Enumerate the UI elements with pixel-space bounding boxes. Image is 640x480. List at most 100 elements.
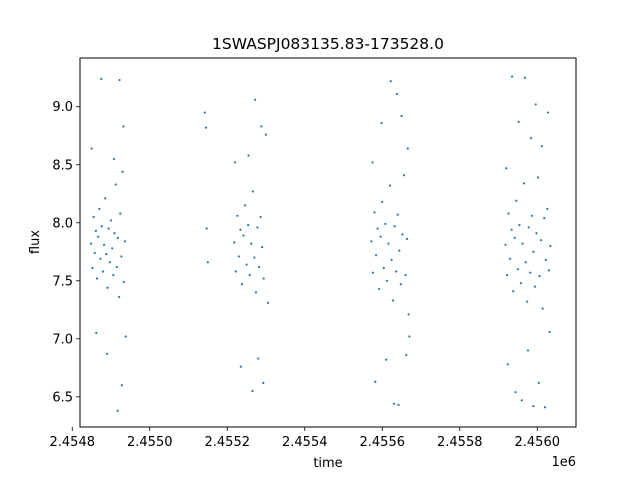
- data-point: [388, 184, 392, 187]
- data-point: [405, 353, 408, 357]
- data-point: [515, 199, 518, 202]
- data-point: [123, 240, 127, 243]
- data-point: [239, 228, 242, 231]
- data-point: [204, 126, 208, 129]
- data-point: [122, 125, 125, 128]
- data-point: [546, 207, 549, 210]
- data-point: [527, 226, 530, 229]
- data-point: [120, 384, 123, 387]
- data-point: [389, 80, 392, 83]
- y-tick-label: 8.0: [52, 216, 73, 231]
- y-tick-label: 7.5: [52, 274, 73, 289]
- data-point: [520, 399, 523, 402]
- data-point: [384, 222, 387, 226]
- data-point: [404, 273, 407, 277]
- data-point: [395, 92, 399, 96]
- data-point: [237, 255, 240, 258]
- data-point: [529, 136, 533, 140]
- data-point: [251, 389, 254, 393]
- data-point: [522, 182, 526, 185]
- data-point: [112, 273, 115, 277]
- data-point: [506, 363, 509, 366]
- data-point: [521, 242, 524, 245]
- data-point: [505, 273, 509, 277]
- data-point: [106, 286, 109, 289]
- data-point: [509, 257, 512, 260]
- data-point: [104, 197, 107, 200]
- data-point: [101, 270, 104, 273]
- x-tick-label: 2.4548: [50, 435, 96, 450]
- data-point: [548, 330, 551, 333]
- data-point: [543, 406, 547, 409]
- data-point: [102, 243, 106, 246]
- data-point: [234, 270, 237, 273]
- data-point: [97, 235, 100, 238]
- data-point: [99, 257, 102, 260]
- data-point: [373, 211, 376, 214]
- data-point: [513, 236, 516, 239]
- data-point: [385, 279, 388, 282]
- data-point: [247, 223, 250, 227]
- data-point: [89, 242, 92, 245]
- data-point: [257, 265, 261, 268]
- data-point: [111, 247, 114, 250]
- data-point: [266, 301, 270, 304]
- data-point: [371, 271, 375, 274]
- data-point: [93, 251, 96, 255]
- x-tick-label: 2.4560: [515, 435, 561, 450]
- data-point: [526, 349, 530, 352]
- data-point: [518, 223, 521, 227]
- data-point: [257, 357, 260, 360]
- data-point: [510, 75, 514, 78]
- data-point: [113, 232, 116, 235]
- data-point: [505, 167, 508, 170]
- data-point: [507, 212, 510, 215]
- data-point: [529, 271, 532, 274]
- data-point: [400, 114, 403, 118]
- data-point: [395, 270, 398, 273]
- data-point: [253, 256, 256, 259]
- y-tick-label: 6.5: [52, 390, 73, 405]
- data-point: [95, 277, 99, 280]
- y-axis-label: flux: [28, 230, 43, 254]
- data-point: [116, 236, 120, 239]
- data-point: [514, 391, 517, 394]
- data-point: [543, 217, 546, 220]
- data-point: [376, 227, 379, 230]
- data-point: [538, 275, 541, 278]
- data-point: [119, 212, 122, 215]
- data-point: [406, 147, 409, 150]
- data-point: [233, 241, 236, 244]
- x-tick-label: 2.4550: [127, 435, 173, 450]
- data-point: [91, 266, 94, 270]
- data-point: [108, 261, 111, 264]
- data-point: [533, 285, 537, 288]
- data-point: [549, 244, 552, 248]
- data-point: [401, 233, 404, 236]
- data-point: [239, 365, 242, 368]
- data-point: [92, 215, 95, 219]
- data-point: [98, 207, 101, 210]
- data-point: [523, 76, 526, 79]
- data-point: [259, 215, 262, 219]
- data-point: [392, 299, 395, 302]
- data-point: [245, 263, 248, 266]
- data-point: [510, 228, 513, 231]
- data-points: [89, 75, 552, 412]
- data-point: [540, 145, 544, 148]
- data-point: [243, 204, 247, 207]
- data-point: [382, 266, 385, 270]
- data-point: [248, 273, 251, 277]
- data-point: [540, 239, 543, 242]
- data-point: [519, 282, 523, 285]
- y-axis: 6.5 7.0 7.5 8.0 8.5 9.0: [52, 100, 80, 405]
- data-point: [547, 269, 550, 272]
- plot-frame: [79, 57, 577, 428]
- y-tick-label: 8.5: [52, 158, 73, 173]
- data-point: [113, 157, 116, 161]
- y-tick-label: 9.0: [52, 100, 73, 115]
- data-point: [236, 214, 239, 217]
- data-point: [537, 381, 540, 385]
